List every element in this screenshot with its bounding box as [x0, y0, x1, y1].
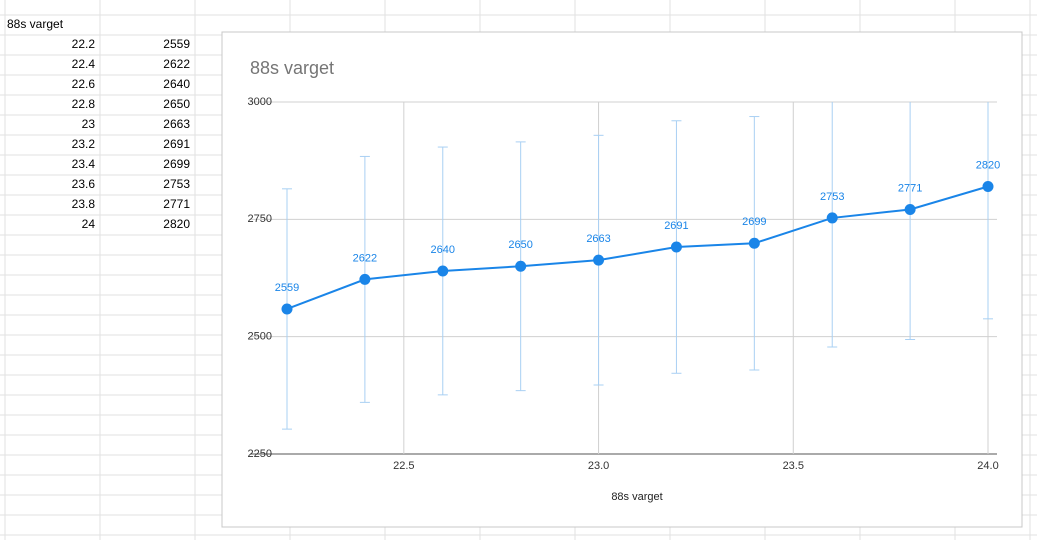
y-tick-label: 2500 [248, 331, 272, 343]
cell-b[interactable]: 2753 [163, 177, 190, 191]
point [515, 260, 527, 272]
cell-a[interactable]: 22.6 [72, 77, 96, 91]
x-tick-label: 24.0 [977, 460, 998, 472]
data-label: 2663 [586, 233, 610, 245]
y-tick-label: 2250 [248, 448, 272, 460]
point [437, 265, 449, 277]
data-label: 2753 [820, 191, 844, 203]
point [982, 180, 994, 192]
cell-a[interactable]: 22.8 [72, 97, 96, 111]
y-tick-label: 3000 [248, 96, 272, 108]
cell-a[interactable]: 23.8 [72, 197, 96, 211]
cell-b[interactable]: 2622 [163, 57, 190, 71]
cell-a[interactable]: 23.6 [72, 177, 96, 191]
data-label: 2650 [508, 239, 532, 251]
point [593, 254, 605, 266]
point [281, 303, 293, 315]
point [826, 212, 838, 224]
cell-a[interactable]: 23 [82, 117, 96, 131]
cell-b[interactable]: 2820 [163, 217, 190, 231]
x-tick-label: 22.5 [393, 460, 414, 472]
x-tick-label: 23.5 [783, 460, 804, 472]
data-label: 2622 [353, 252, 377, 264]
cell-a[interactable]: 22.4 [72, 57, 96, 71]
data-label: 2691 [664, 220, 688, 232]
x-axis-title: 88s varget [611, 491, 662, 503]
cell-b[interactable]: 2699 [163, 157, 190, 171]
chart-title: 88s varget [250, 58, 334, 78]
series-line [286, 185, 989, 310]
cell-a[interactable]: 22.2 [72, 37, 96, 51]
data-label: 2559 [275, 282, 299, 294]
cell-a[interactable]: 24 [82, 217, 96, 231]
data-label: 2820 [976, 159, 1000, 171]
cell-a[interactable]: 23.2 [72, 137, 96, 151]
cell-a1[interactable]: 88s varget [7, 17, 64, 31]
cell-b[interactable]: 2640 [163, 77, 190, 91]
cell-b[interactable]: 2691 [163, 137, 190, 151]
point [670, 241, 682, 253]
point [748, 237, 760, 249]
point [904, 203, 916, 215]
point [359, 273, 371, 285]
y-tick-label: 2750 [248, 213, 272, 225]
cell-a[interactable]: 23.4 [72, 157, 96, 171]
x-tick-label: 23.0 [588, 460, 609, 472]
chart-frame[interactable] [221, 31, 1023, 528]
data-label: 2640 [431, 244, 455, 256]
cell-b[interactable]: 2559 [163, 37, 190, 51]
cell-b[interactable]: 2771 [163, 197, 190, 211]
cell-b[interactable]: 2663 [163, 117, 190, 131]
cell-b[interactable]: 2650 [163, 97, 190, 111]
data-label: 2699 [742, 216, 766, 228]
data-label: 2771 [898, 182, 922, 194]
